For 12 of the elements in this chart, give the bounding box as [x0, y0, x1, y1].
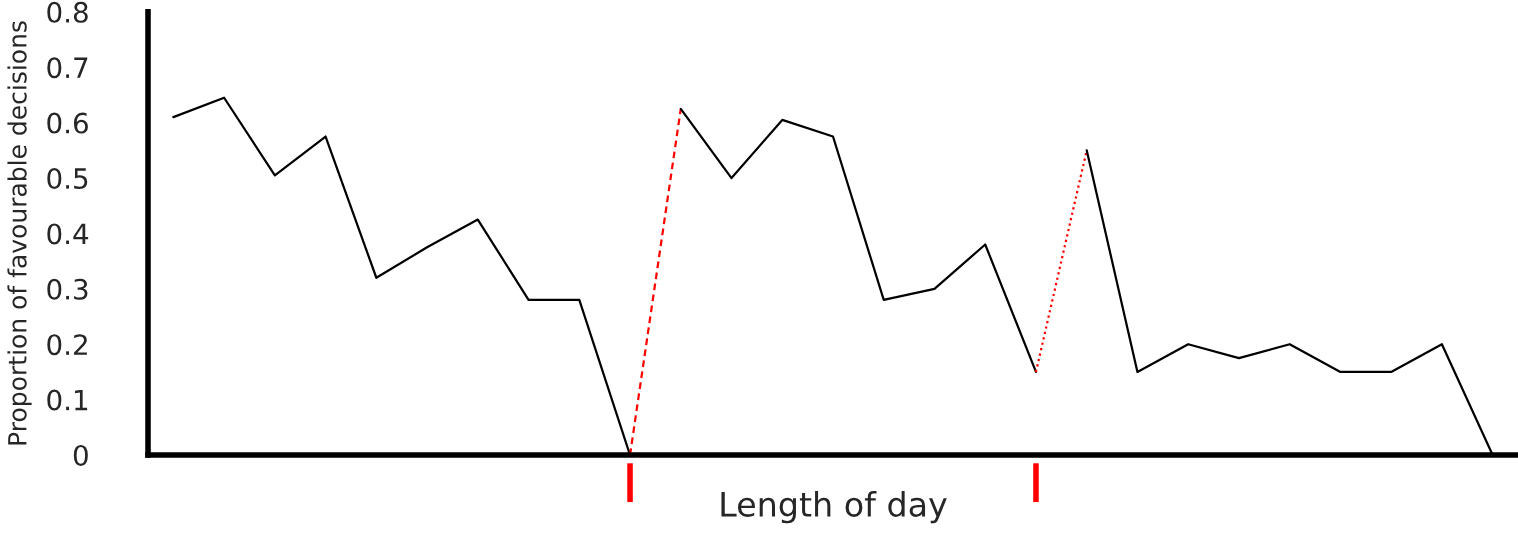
y-tick-label: 0.2 [47, 334, 87, 356]
x-axis-title: Length of day [721, 491, 947, 524]
line-series [679, 107, 1038, 374]
y-tick-label: 0.3 [47, 278, 88, 300]
y-tick-label: 0.6 [47, 112, 88, 134]
y-tick-label: 0.4 [47, 223, 89, 245]
y-tick-label: 0.1 [47, 389, 88, 411]
y-tick-label: 0 [73, 444, 88, 466]
y-tick-label: 0.8 [47, 1, 88, 23]
y-axis-title: Proportion of favourable decisions [7, 21, 32, 445]
y-tick-label: 0.5 [47, 167, 88, 189]
y-tick-label: 0.7 [47, 57, 88, 79]
